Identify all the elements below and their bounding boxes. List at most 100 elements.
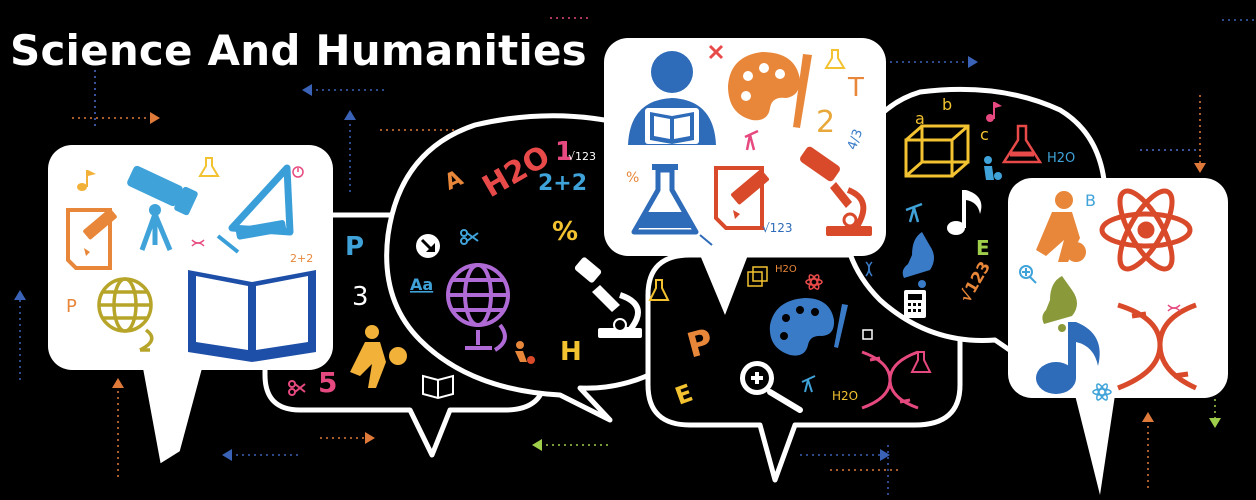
globe-purple-icon xyxy=(446,263,510,352)
scissors-icon xyxy=(288,380,306,396)
telescope-small-icon xyxy=(744,129,759,151)
flask-small-icon xyxy=(648,279,670,301)
glyph-two-yellow: 2 xyxy=(816,105,835,140)
white-bubble-right-content: B xyxy=(1019,188,1198,401)
reading-person-icon xyxy=(628,51,716,145)
microscope-white-icon xyxy=(574,257,642,338)
glyph-h2o-small: H2O xyxy=(832,389,858,403)
flask-yellow-small-icon xyxy=(198,157,220,177)
checklist-small-icon xyxy=(862,329,873,340)
glyph-a-small: a xyxy=(915,109,925,128)
white-bubble-right-box xyxy=(1008,178,1228,398)
glyph-h2o-cyan: H2O xyxy=(1047,151,1075,166)
arrow-head-icon xyxy=(150,112,160,124)
arrow-head-icon xyxy=(1142,412,1154,422)
glyph-e-green: E xyxy=(976,236,990,260)
runner-icon xyxy=(515,341,535,364)
glyph-aa: Aa xyxy=(410,275,433,294)
glyph-p-blue: P xyxy=(345,232,364,262)
glyph-t-orange: T xyxy=(847,73,864,103)
soccer-player-icon xyxy=(350,325,407,388)
glyph-percent-small: % xyxy=(626,170,639,186)
palette-blue-icon xyxy=(769,298,848,356)
dna-tiny-icon xyxy=(1167,304,1181,312)
soccer-kick-icon xyxy=(1036,191,1086,262)
glyph-sum-small: 2+2 xyxy=(290,252,313,265)
dna-orange-icon xyxy=(1117,302,1198,391)
glyph-sum: 2+2 xyxy=(538,171,587,196)
calculator-icon xyxy=(904,290,926,318)
arrow-head-icon xyxy=(1194,163,1206,173)
music-note-pink-icon xyxy=(986,102,1002,122)
music-note-white-icon xyxy=(947,190,982,235)
outline-bubble-middle-content: P E H2O H2O xyxy=(671,264,932,413)
arrow-head-icon xyxy=(968,56,978,68)
magnifier-plus-icon xyxy=(740,361,803,413)
glyph-b-blue: B xyxy=(1085,191,1096,210)
cube-yellow-icon xyxy=(904,124,970,178)
glyph-percent: % xyxy=(552,217,578,247)
pencil-paper-red-icon xyxy=(714,166,770,230)
magnifier-small-icon xyxy=(1019,265,1037,284)
atom-red-icon xyxy=(1099,188,1193,272)
pin-tiny-icon xyxy=(699,234,713,246)
glyph-one-pink: 1 xyxy=(555,137,573,167)
arrow-head-icon xyxy=(1209,418,1221,428)
telescope-tiny-icon xyxy=(801,375,816,393)
glyph-b-small: b xyxy=(942,95,952,114)
glyph-h2o-tiny: H2O xyxy=(775,264,797,275)
clock-small-icon xyxy=(292,166,304,178)
music-note-blue-icon xyxy=(1036,322,1100,394)
glyph-three: 3 xyxy=(352,282,369,312)
open-book-small-icon xyxy=(422,374,454,400)
banner-title: Science And Humanities xyxy=(10,26,587,75)
arrow-head-icon xyxy=(880,449,890,461)
arrow-head-icon xyxy=(532,439,542,451)
set-square-icon xyxy=(216,164,294,254)
flask-blue-icon xyxy=(631,164,699,235)
microscope-red-icon xyxy=(800,146,872,236)
outline-bubble-left-content: P 3 5 xyxy=(288,232,454,400)
flask-pink-icon xyxy=(910,351,932,373)
atom-small-icon xyxy=(805,274,823,290)
dna-pink-icon xyxy=(861,350,919,410)
atom-blue-small-icon xyxy=(1092,383,1112,401)
open-book-large-icon xyxy=(188,270,316,362)
glyph-sqrt-blue: √123 xyxy=(762,221,793,235)
glyph-fraction: 4/3 xyxy=(845,127,866,152)
scissors-icon xyxy=(460,229,479,245)
pencil-paper-icon xyxy=(66,208,117,270)
background-arrows xyxy=(14,17,1256,495)
cube-small-icon xyxy=(747,266,768,287)
arrow-head-icon xyxy=(14,290,26,300)
paint-palette-icon xyxy=(728,52,812,128)
arrow-head-icon xyxy=(365,432,375,444)
soccer-player-small-icon xyxy=(984,156,1002,180)
arrow-head-icon xyxy=(112,378,124,388)
glyph-h-yellow: H xyxy=(560,337,582,367)
telescope-small-icon xyxy=(905,202,923,223)
dna-small-icon xyxy=(865,261,873,277)
glyph-p-small: P xyxy=(66,296,77,317)
arrow-head-icon xyxy=(222,449,232,461)
glyph-five: 5 xyxy=(318,366,337,399)
white-bubble-center-content: T 2 4/3 % √123 xyxy=(626,44,872,246)
music-note-yellow-icon xyxy=(77,170,96,191)
flask-red-icon xyxy=(1001,124,1043,164)
bell-icon xyxy=(902,232,934,288)
glyph-c-small: c xyxy=(980,125,989,144)
telescope-blue-icon xyxy=(127,165,198,251)
white-bubble-right xyxy=(1008,178,1228,495)
bell-olive-icon xyxy=(1042,276,1077,332)
white-bubble-left-content: 2+2 P xyxy=(66,157,316,362)
flask-tiny-icon xyxy=(824,49,846,69)
arrow-circle-icon xyxy=(416,234,440,258)
globe-yellow-icon xyxy=(97,277,154,352)
arrow-head-icon xyxy=(302,84,312,96)
arrow-head-icon xyxy=(344,110,356,120)
dna-tiny-icon xyxy=(191,239,205,247)
multiply-sign-icon xyxy=(708,44,724,60)
glyph-sqrt-small: √123 xyxy=(568,150,596,163)
